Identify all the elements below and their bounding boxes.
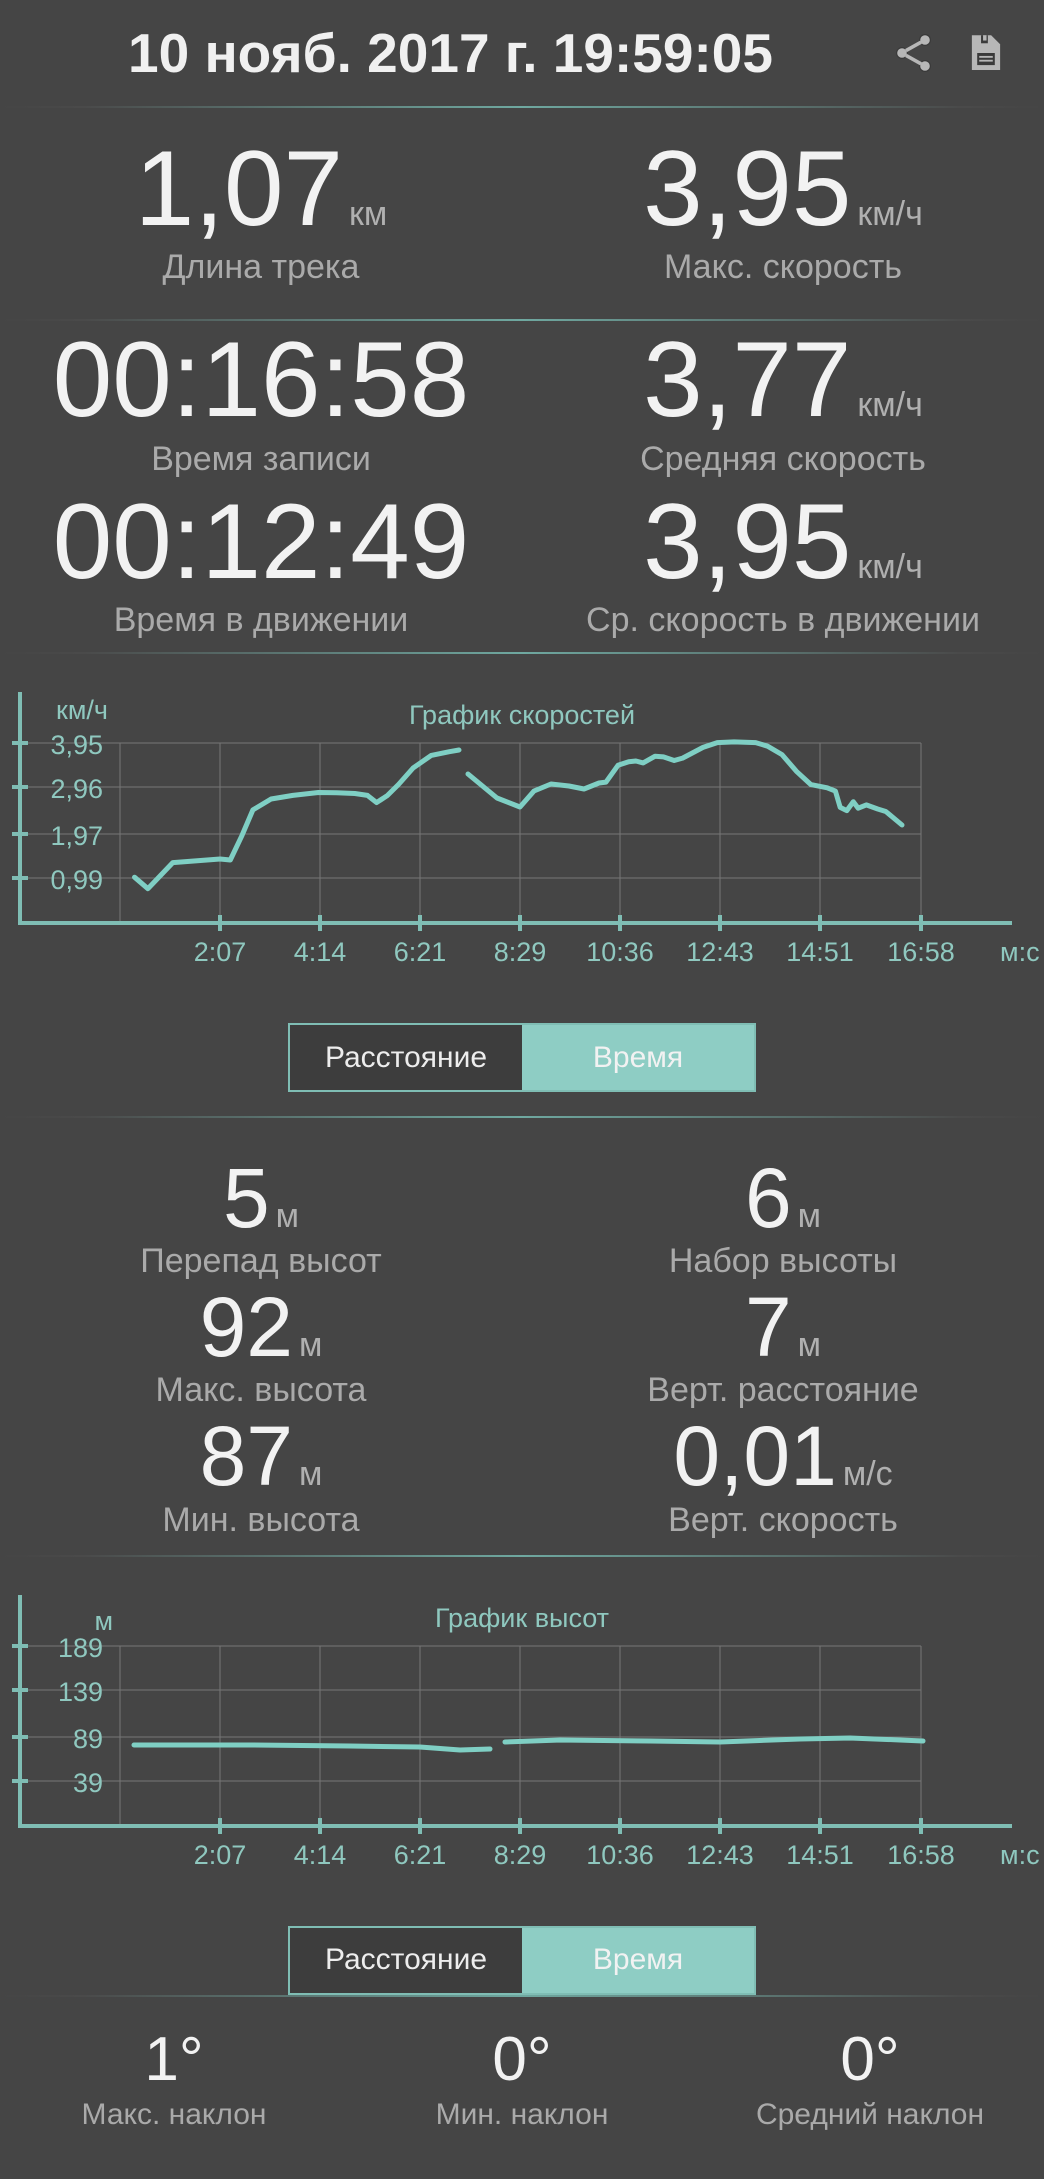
svg-text:2:07: 2:07 bbox=[194, 937, 247, 967]
svg-text:12:43: 12:43 bbox=[686, 937, 754, 967]
svg-text:16:58: 16:58 bbox=[887, 937, 955, 967]
svg-text:м:с: м:с bbox=[1000, 937, 1040, 967]
svg-text:1,97: 1,97 bbox=[50, 821, 103, 851]
svg-text:6:21: 6:21 bbox=[394, 1840, 447, 1870]
svg-text:4:14: 4:14 bbox=[294, 937, 347, 967]
svg-text:3,95: 3,95 bbox=[50, 730, 103, 760]
svg-text:График скоростей: График скоростей bbox=[409, 700, 635, 730]
svg-text:16:58: 16:58 bbox=[887, 1840, 955, 1870]
svg-text:12:43: 12:43 bbox=[686, 1840, 754, 1870]
svg-text:14:51: 14:51 bbox=[786, 1840, 854, 1870]
svg-text:89: 89 bbox=[73, 1724, 103, 1754]
svg-text:8:29: 8:29 bbox=[494, 1840, 547, 1870]
svg-text:2:07: 2:07 bbox=[194, 1840, 247, 1870]
svg-text:м: м bbox=[94, 1606, 113, 1636]
svg-text:2,96: 2,96 bbox=[50, 774, 103, 804]
svg-text:10:36: 10:36 bbox=[586, 1840, 654, 1870]
svg-text:139: 139 bbox=[58, 1677, 103, 1707]
svg-text:8:29: 8:29 bbox=[494, 937, 547, 967]
svg-text:6:21: 6:21 bbox=[394, 937, 447, 967]
svg-text:м:с: м:с bbox=[1000, 1840, 1040, 1870]
svg-text:10:36: 10:36 bbox=[586, 937, 654, 967]
svg-text:График высот: График высот bbox=[435, 1603, 609, 1633]
svg-text:4:14: 4:14 bbox=[294, 1840, 347, 1870]
svg-text:14:51: 14:51 bbox=[786, 937, 854, 967]
svg-text:189: 189 bbox=[58, 1633, 103, 1663]
svg-text:0,99: 0,99 bbox=[50, 865, 103, 895]
svg-text:км/ч: км/ч bbox=[56, 695, 108, 725]
svg-text:39: 39 bbox=[73, 1768, 103, 1798]
